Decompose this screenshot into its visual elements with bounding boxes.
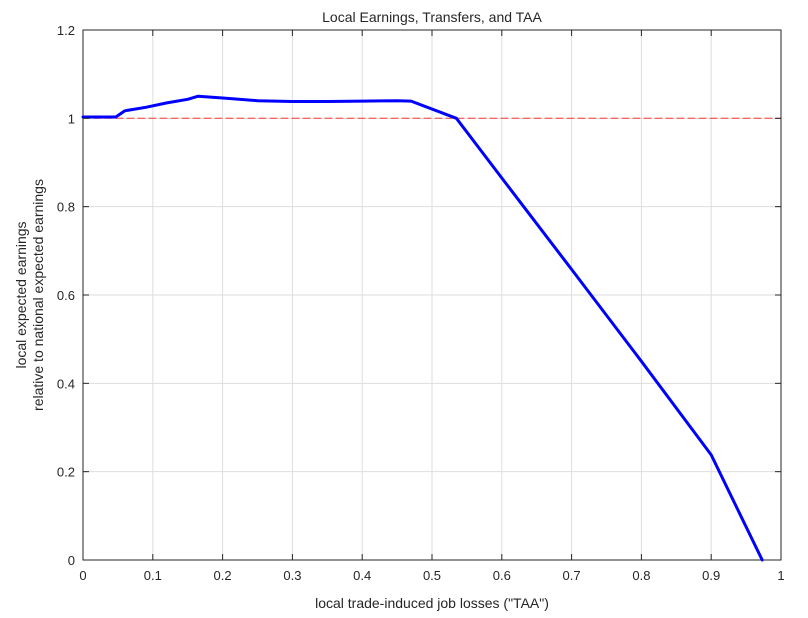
x-tick-label: 0.1: [144, 568, 162, 583]
x-tick-label: 0.3: [283, 568, 301, 583]
x-tick-label: 0.7: [563, 568, 581, 583]
tick-labels: 0 0.1 0.2 0.3 0.4 0.5 0.6 0.7 0.8 0.9 1 0 0.2 0.4 0.6 0…: [57, 23, 785, 583]
y-tick-label: 0: [68, 553, 75, 568]
y-axis-label-line1: local expected earnings: [13, 221, 29, 368]
x-tick-label: 0.6: [493, 568, 511, 583]
y-tick-label: 0.4: [57, 376, 75, 391]
x-tick-label: 0.4: [353, 568, 371, 583]
x-tick-label: 0.2: [214, 568, 232, 583]
x-tick-label: 1: [777, 568, 784, 583]
x-tick-label: 0.5: [423, 568, 441, 583]
earnings-series-line: [81, 94, 764, 562]
x-tick-label: 0.8: [632, 568, 650, 583]
y-tick-label: 1.2: [57, 23, 75, 38]
x-tick-label: 0: [79, 568, 86, 583]
y-tick-label: 0.2: [57, 465, 75, 480]
x-tick-label: 0.9: [702, 568, 720, 583]
y-axis-label-line2: relative to national expected earnings: [30, 179, 46, 411]
y-tick-label: 0.8: [57, 200, 75, 215]
chart-title: Local Earnings, Transfers, and TAA: [322, 9, 542, 25]
x-axis-label: local trade-induced job losses ("TAA"): [315, 595, 549, 611]
series-layer: [81, 94, 782, 562]
y-tick-label: 1: [68, 111, 75, 126]
y-tick-label: 0.6: [57, 288, 75, 303]
